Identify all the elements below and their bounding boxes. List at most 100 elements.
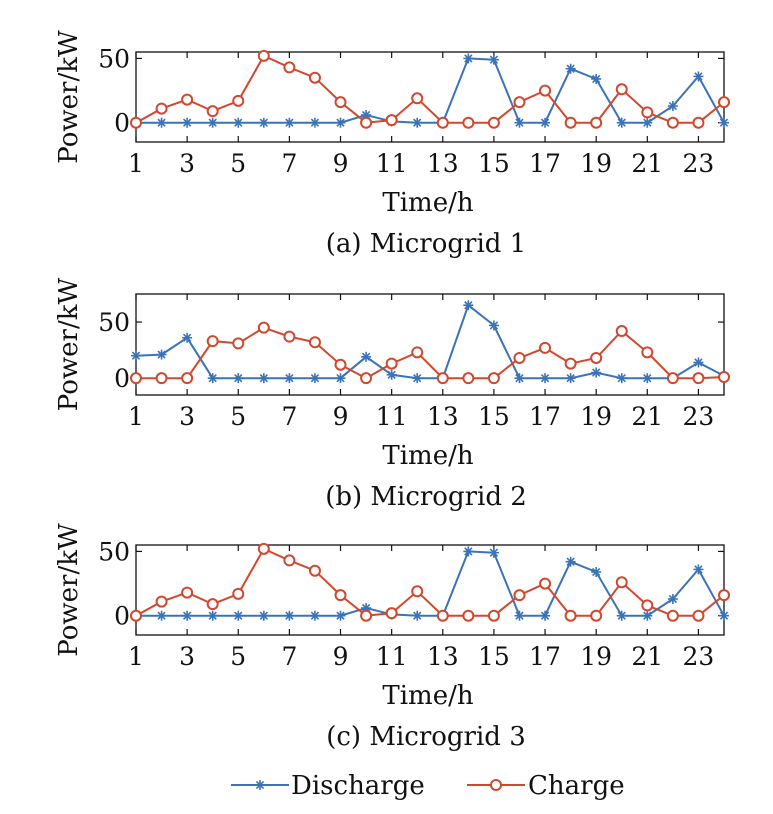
discharge-point [309, 373, 320, 384]
discharge-point [488, 547, 499, 558]
charge-point [590, 351, 603, 364]
discharge-point [156, 610, 167, 621]
charge-point [513, 96, 526, 109]
discharge-point [693, 357, 704, 368]
x-tick-label: 9 [333, 642, 349, 671]
charge-point [641, 106, 654, 119]
discharge-point [514, 373, 525, 384]
charge-point [718, 371, 730, 384]
x-tick-label: 9 [333, 402, 349, 431]
x-tick-label: 17 [529, 402, 561, 431]
charge-series-line [135, 54, 725, 124]
charge-point [283, 330, 296, 343]
discharge-point [156, 349, 167, 360]
charge-point [487, 609, 500, 622]
x-tick-label: 7 [281, 642, 297, 671]
x-tick-label: 21 [631, 149, 663, 178]
discharge-point [591, 367, 602, 378]
x-axis-label: Time/h [382, 188, 473, 218]
discharge-point [412, 117, 423, 128]
x-tick-label: 3 [179, 642, 195, 671]
discharge-point [565, 556, 576, 567]
charge-point [308, 564, 321, 577]
x-tick-label: 1 [128, 402, 144, 431]
charge-point [590, 116, 603, 129]
discharge-point [233, 610, 244, 621]
charge-point [308, 71, 321, 84]
discharge-point [156, 117, 167, 128]
charge-point [692, 372, 705, 385]
chart-panel-3: 1 3 5 7 9 11 13 15 17 19 21 23050Power/kWTime/h(c) … [54, 523, 730, 752]
charge-point [564, 116, 577, 129]
x-tick-label: 7 [281, 402, 297, 431]
discharge-point [131, 350, 141, 361]
discharge-point [207, 610, 218, 621]
charge-point [590, 609, 603, 622]
charge-point [436, 372, 449, 385]
chart-panel-1: 1 3 5 7 9 11 13 15 17 19 21 23050Power/kWTime/h(a) … [54, 30, 730, 259]
charge-point [283, 61, 296, 74]
panel-caption: (c) Microgrid 3 [326, 722, 526, 752]
discharge-point [642, 373, 653, 384]
discharge-point [284, 610, 295, 621]
discharge-point [540, 117, 551, 128]
x-tick-label: 5 [230, 402, 246, 431]
charge-point [436, 116, 449, 129]
charge-point [360, 116, 373, 129]
discharge-point [693, 71, 704, 82]
charge-point [641, 346, 654, 359]
x-tick-label: 23 [683, 402, 715, 431]
discharge-point [719, 117, 729, 128]
charge-point [564, 357, 577, 370]
discharge-point [335, 610, 346, 621]
discharge-point [719, 610, 729, 621]
charge-point [513, 351, 526, 364]
charge-point [130, 372, 142, 385]
y-tick-label: 50 [98, 537, 130, 566]
charge-point [615, 83, 628, 96]
charge-point [385, 114, 398, 127]
y-tick-label: 0 [114, 109, 130, 138]
charge-point [155, 102, 168, 115]
discharge-series-line [136, 550, 725, 617]
charge-point [462, 116, 475, 129]
x-tick-label: 15 [478, 402, 510, 431]
x-tick-label: 21 [631, 402, 663, 431]
y-axis-label: Power/kW [54, 278, 84, 412]
discharge-point [642, 610, 653, 621]
charge-point [718, 96, 730, 109]
discharge-point [463, 300, 474, 311]
y-tick-label: 0 [114, 602, 130, 631]
legend-discharge-label: Discharge [291, 771, 425, 801]
charge-point [462, 372, 475, 385]
x-tick-label: 3 [179, 149, 195, 178]
discharge-point [182, 117, 193, 128]
charge-point [155, 595, 168, 608]
charge-point [257, 49, 270, 62]
x-tick-label: 9 [333, 149, 349, 178]
charge-point [385, 357, 398, 370]
discharge-point [591, 567, 602, 577]
charge-point [692, 116, 705, 129]
y-tick-label: 0 [114, 364, 130, 393]
x-tick-label: 15 [478, 642, 510, 671]
charge-point [334, 96, 347, 109]
plot-frame [135, 544, 725, 636]
x-tick-label: 17 [529, 642, 561, 671]
charge-point [487, 372, 500, 385]
discharge-point [540, 610, 551, 621]
charge-point [539, 341, 552, 354]
charge-point [436, 609, 449, 622]
discharge-point [463, 53, 474, 64]
charge-point [334, 589, 347, 602]
charge-point [718, 589, 730, 602]
discharge-point [309, 117, 320, 128]
x-tick-label: 11 [376, 149, 408, 178]
discharge-point [667, 101, 678, 111]
charge-point [232, 587, 245, 600]
charge-point [206, 335, 219, 348]
discharge-series-line [136, 57, 725, 124]
x-tick-label: 5 [230, 642, 246, 671]
charge-point [155, 372, 168, 385]
x-tick-label: 13 [427, 149, 459, 178]
